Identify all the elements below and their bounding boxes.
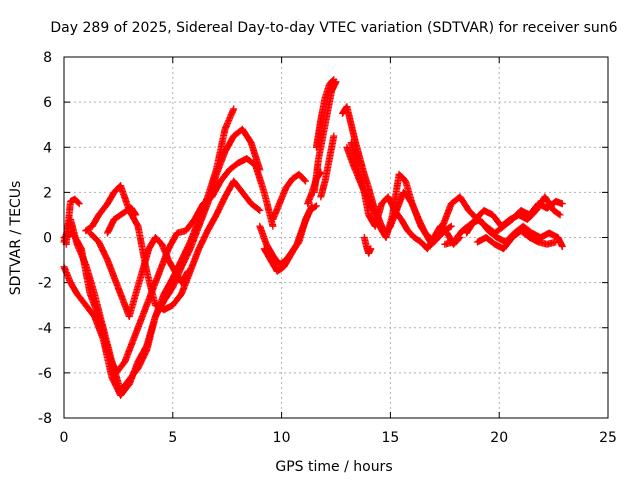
series-track-12 [310, 78, 340, 196]
point-markers [317, 132, 338, 201]
point-markers [104, 204, 140, 237]
series-track-10 [260, 202, 320, 275]
point-markers [310, 78, 340, 196]
plot-frame [63, 56, 609, 419]
x-tick-label: 25 [599, 430, 617, 446]
series-track-13 [312, 76, 338, 151]
series-track-7 [104, 204, 140, 237]
x-tick-label: 20 [490, 430, 508, 446]
x-tick-label: 5 [168, 430, 177, 446]
y-tick-label: 4 [43, 140, 52, 156]
series-track-18 [360, 234, 375, 257]
axis-ticks: 0 5 10 15 20 25 -8 -6 -4 -2 0 2 4 6 8 [38, 50, 617, 446]
point-markers [463, 193, 564, 237]
point-markers [260, 202, 320, 275]
series-track-21 [463, 193, 564, 237]
y-tick-label: -6 [38, 366, 52, 382]
y-tick-label: 2 [43, 185, 52, 201]
y-tick-label: -8 [38, 411, 52, 427]
series-track-9 [269, 170, 309, 223]
y-tick-label: -2 [38, 276, 52, 292]
point-markers [360, 234, 375, 257]
series-track-6 [62, 195, 83, 248]
x-tick-label: 15 [381, 430, 399, 446]
x-tick-label: 0 [60, 430, 69, 446]
x-tick-label: 10 [273, 430, 291, 446]
series-track-22 [473, 227, 560, 253]
point-markers [62, 195, 83, 248]
y-axis-label: SDTVAR / TECUs [8, 181, 24, 296]
point-markers [269, 170, 309, 223]
series-track-17 [347, 139, 464, 253]
series-track-5 [86, 229, 192, 320]
point-markers [312, 76, 338, 151]
data-points [60, 76, 566, 399]
y-tick-label: -4 [38, 321, 52, 337]
point-markers [347, 139, 464, 253]
x-axis-label: GPS time / hours [275, 459, 392, 475]
point-markers [473, 227, 560, 253]
y-tick-label: 0 [43, 231, 52, 247]
point-markers [86, 229, 192, 320]
y-tick-label: 8 [43, 50, 52, 66]
y-tick-label: 6 [43, 95, 52, 111]
series-track-14 [317, 132, 338, 201]
chart-title: Day 289 of 2025, Sidereal Day-to-day VTE… [50, 20, 617, 36]
